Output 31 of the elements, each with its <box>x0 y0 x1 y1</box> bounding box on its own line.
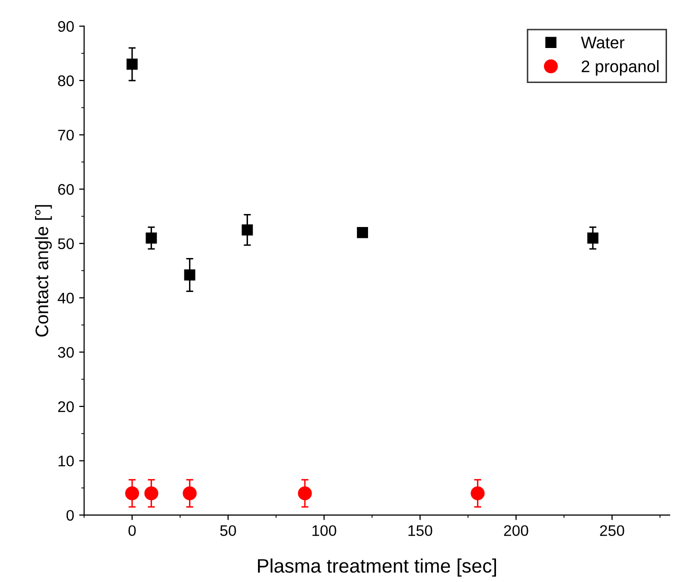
x-tick-label: 250 <box>600 525 624 536</box>
point <box>144 486 158 500</box>
x-tick-label: 100 <box>312 525 336 536</box>
x-axis-title: Plasma treatment time [sec] <box>258 558 496 577</box>
y-tick-label: 80 <box>58 75 74 86</box>
y-tick-label: 20 <box>58 401 74 412</box>
x-tick-label: 0 <box>128 525 136 536</box>
point <box>125 486 140 500</box>
y-tick-label: 50 <box>58 238 74 250</box>
x-tick-label: 50 <box>220 525 236 536</box>
x-tick-label: 200 <box>504 525 528 536</box>
point <box>356 227 368 238</box>
y-tick-label: 0 <box>66 510 74 521</box>
x-tick-label: 150 <box>408 525 432 536</box>
y-tick-label: 10 <box>58 456 74 466</box>
y-tick-label: 40 <box>58 292 74 304</box>
legend-label: Water <box>580 36 624 48</box>
point <box>298 486 312 500</box>
y-tick-label: 90 <box>58 21 74 32</box>
y-tick-label: 60 <box>58 184 74 195</box>
y-tick-label: 30 <box>58 346 74 358</box>
point <box>146 232 157 244</box>
y-axis-title: Contact angle [°] <box>35 205 52 337</box>
point <box>587 232 598 244</box>
legend-label: 2 propanol <box>582 60 659 76</box>
point <box>182 486 197 500</box>
point <box>242 224 253 236</box>
y-tick-label: 70 <box>58 130 74 141</box>
point <box>470 486 485 500</box>
point <box>126 58 138 70</box>
point <box>184 269 196 281</box>
